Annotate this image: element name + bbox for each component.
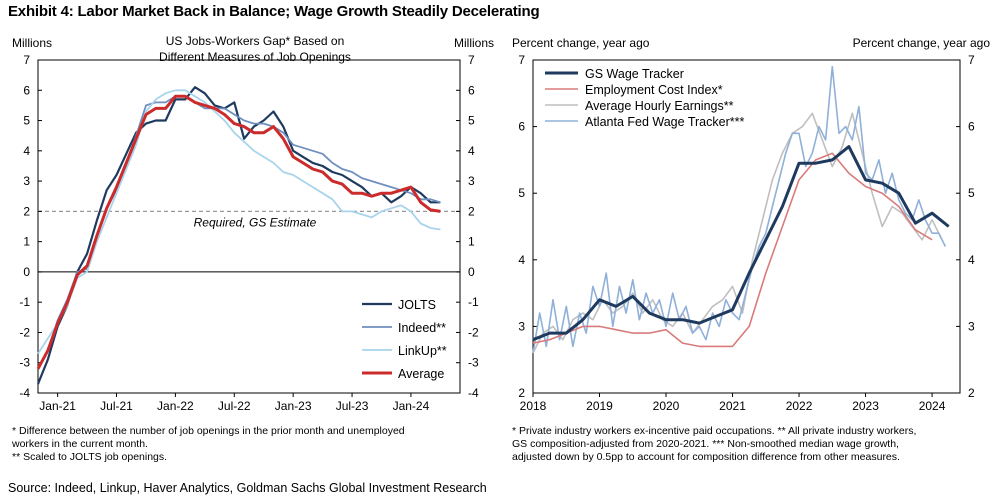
- right-legend-label: GS Wage Tracker: [585, 67, 684, 81]
- right-footnote: adjusted down by 0.5pp to account for co…: [512, 451, 900, 463]
- right-xtick-label: 2022: [786, 399, 813, 413]
- left-chart-title-line2: Different Measures of Job Openings: [159, 50, 351, 64]
- left-ytick-label-right: -2: [468, 325, 479, 339]
- left-ytick-label-right: -3: [468, 356, 479, 370]
- left-ytick-label: -2: [19, 325, 30, 339]
- left-ytick-label: 2: [23, 204, 30, 218]
- left-ytick-label-right: 3: [468, 174, 475, 188]
- left-ytick-label-right: 7: [468, 53, 475, 67]
- right-xtick-label: 2024: [919, 399, 946, 413]
- left-ytick-label: -1: [19, 295, 30, 309]
- left-axis-unit-right: Millions: [454, 36, 494, 50]
- left-ytick-label-right: 6: [468, 83, 475, 97]
- left-ytick-label: 1: [23, 235, 30, 249]
- left-ytick-label: -3: [19, 356, 30, 370]
- right-series-line-3: [532, 65, 947, 354]
- left-xtick-label: Jul-21: [100, 399, 133, 413]
- right-ytick-label: 5: [518, 186, 525, 200]
- left-legend-label: LinkUp**: [398, 344, 447, 358]
- left-series-line-average: [36, 94, 441, 370]
- left-xtick-label: Jan-21: [39, 399, 76, 413]
- left-ytick-label: 5: [23, 114, 30, 128]
- right-legend-label: Employment Cost Index*: [585, 83, 723, 97]
- left-footnote: * Difference between the number of job o…: [12, 425, 405, 437]
- right-footnote: * Private industry workers ex-incentive …: [512, 425, 916, 437]
- right-xtick-label: 2023: [852, 399, 879, 413]
- left-axis-unit: Millions: [12, 36, 52, 50]
- right-ytick-label: 7: [518, 53, 525, 67]
- left-ytick-label-right: -1: [468, 295, 479, 309]
- right-ytick-label-right: 2: [968, 386, 975, 400]
- exhibit-title: Exhibit 4: Labor Market Back in Balance;…: [8, 3, 540, 20]
- right-ytick-label: 6: [518, 120, 525, 134]
- left-ytick-label-right: 5: [468, 114, 475, 128]
- left-ytick-label: 7: [23, 53, 30, 67]
- left-series-line-linkup: [37, 89, 441, 355]
- right-plot-frame: [532, 59, 961, 394]
- left-legend-label: Average: [398, 367, 444, 381]
- right-footnote: GS composition-adjusted from 2020-2021. …: [512, 438, 899, 450]
- right-ytick-label: 3: [518, 319, 525, 333]
- left-plot-frame: [37, 59, 461, 394]
- right-series-line-0: [532, 145, 950, 342]
- left-legend-label: Indeed**: [398, 321, 446, 335]
- left-ytick-label-right: 2: [468, 204, 475, 218]
- left-ytick-label: 6: [23, 83, 30, 97]
- left-ytick-label-right: -4: [468, 386, 479, 400]
- right-ytick-label-right: 4: [968, 253, 975, 267]
- left-xtick-label: Jul-23: [336, 399, 369, 413]
- left-ytick-label-right: 4: [468, 144, 475, 158]
- source-note: Source: Indeed, Linkup, Haver Analytics,…: [8, 481, 487, 495]
- right-xtick-label: 2018: [520, 399, 547, 413]
- left-footnote: workers in the current month.: [11, 438, 148, 450]
- right-series-line-1: [532, 152, 933, 348]
- right-ytick-label-right: 5: [968, 186, 975, 200]
- left-chart-title-line1: US Jobs-Workers Gap* Based on: [166, 34, 345, 48]
- left-xtick-label: Jan-23: [275, 399, 312, 413]
- left-ytick-label: -4: [19, 386, 30, 400]
- right-ytick-label: 4: [518, 253, 525, 267]
- right-axis-unit-right: Percent change, year ago: [853, 36, 991, 50]
- left-footnote: ** Scaled to JOLTS job openings.: [12, 451, 167, 463]
- left-ytick-label: 0: [23, 265, 30, 279]
- right-xtick-label: 2020: [653, 399, 680, 413]
- left-reference-label: Required, GS Estimate: [194, 215, 317, 229]
- left-xtick-label: Jul-22: [218, 399, 251, 413]
- left-xtick-label: Jan-22: [157, 399, 194, 413]
- right-ytick-label: 2: [518, 386, 525, 400]
- right-ytick-label-right: 6: [968, 120, 975, 134]
- right-ytick-label-right: 3: [968, 319, 975, 333]
- left-xtick-label: Jan-24: [393, 399, 430, 413]
- right-ytick-label-right: 7: [968, 53, 975, 67]
- left-legend-label: JOLTS: [398, 298, 436, 312]
- right-xtick-label: 2021: [719, 399, 746, 413]
- right-xtick-label: 2019: [586, 399, 613, 413]
- left-ytick-label-right: 0: [468, 265, 475, 279]
- left-ytick-label: 3: [23, 174, 30, 188]
- right-legend-label: Average Hourly Earnings**: [585, 99, 734, 113]
- left-ytick-label: 4: [23, 144, 30, 158]
- left-ytick-label-right: 1: [468, 235, 475, 249]
- right-axis-unit: Percent change, year ago: [512, 36, 650, 50]
- right-legend-label: Atlanta Fed Wage Tracker***: [585, 115, 744, 129]
